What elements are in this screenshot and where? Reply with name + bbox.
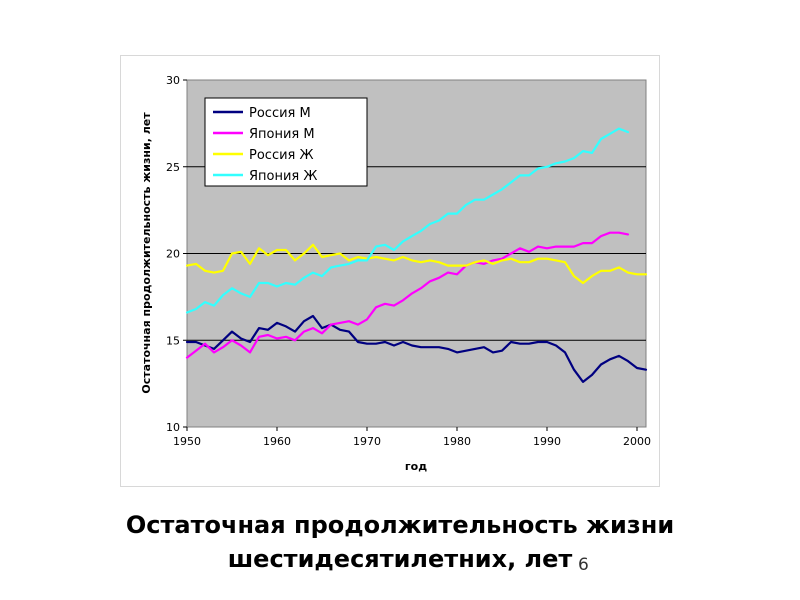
x-axis-ticks: 1950 1960 1970 1980 1990 2000 [173, 427, 651, 448]
legend-label-2: Япония М [249, 127, 315, 142]
y-tick-label-25: 25 [166, 161, 180, 174]
x-tick-label-2000: 2000 [623, 435, 651, 448]
x-tick-label-1950: 1950 [173, 435, 201, 448]
series-line-4 [185, 127, 630, 314]
slide-title-line-2: шестидесятилетних, лет [227, 545, 573, 573]
y-tick-label-20: 20 [166, 248, 180, 261]
slide-title: Остаточная продолжительность жизни шести… [0, 508, 800, 576]
legend-label-4: Япония Ж [249, 169, 317, 184]
series-lines [185, 127, 648, 383]
legend-label-1: Россия М [249, 106, 311, 121]
chart-frame: 10 15 20 25 30 1950 1960 1970 1980 1990 2000 год … [120, 55, 660, 487]
x-tick-label-1980: 1980 [443, 435, 471, 448]
series-line-3 [185, 243, 648, 285]
x-axis-title: год [405, 460, 427, 473]
legend: Россия М Япония М Россия Ж Япония Ж [204, 97, 368, 187]
series-line-2 [185, 231, 630, 359]
legend-box [204, 97, 368, 187]
y-tick-label-30: 30 [166, 74, 180, 87]
legend-label-3: Россия Ж [249, 148, 314, 163]
x-tick-label-1960: 1960 [263, 435, 291, 448]
slide-title-line-1: Остаточная продолжительность жизни [125, 511, 675, 539]
y-tick-label-15: 15 [166, 334, 180, 347]
x-tick-label-1990: 1990 [533, 435, 561, 448]
series-line-1 [185, 314, 648, 383]
x-tick-label-1970: 1970 [353, 435, 381, 448]
y-axis-title: Остаточная продолжительность жизни, лет [140, 112, 153, 394]
y-axis-ticks: 10 15 20 25 30 [166, 74, 187, 434]
page-number: 6 [578, 555, 589, 575]
y-tick-label-10: 10 [166, 421, 180, 434]
